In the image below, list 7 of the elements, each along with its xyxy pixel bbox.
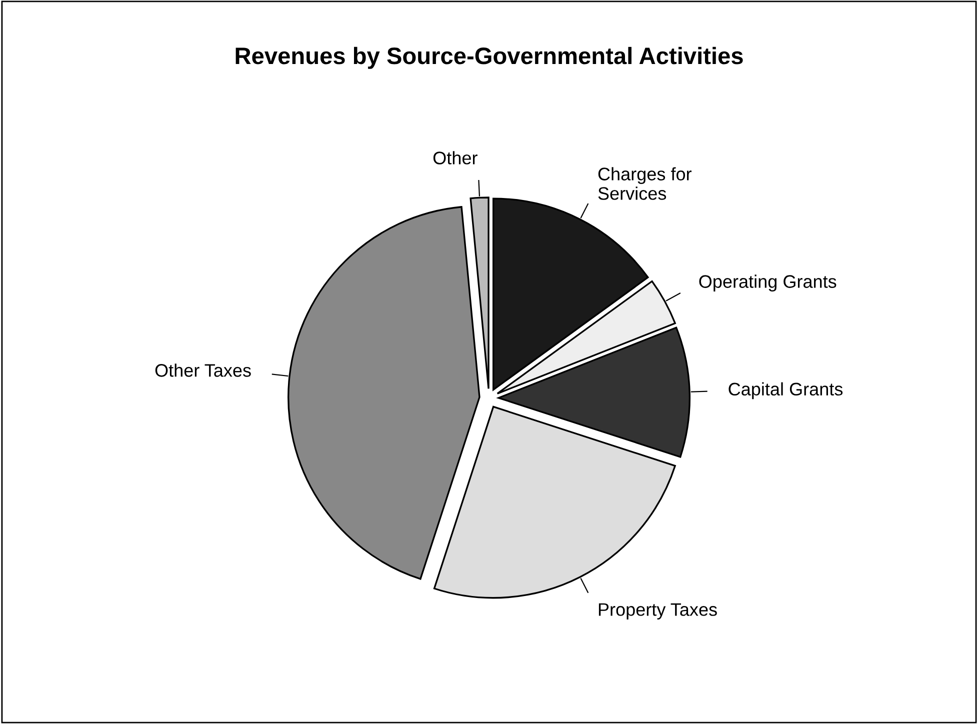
slice-label: Other	[433, 151, 478, 164]
chart-title: Revenues by Source-Governmental Activities	[236, 46, 743, 69]
legend-label: Capital Grants	[728, 382, 843, 400]
slice-label: Property Taxes	[598, 603, 717, 620]
slice-label: Charges for Services	[598, 167, 692, 200]
slice-label: Operating Grants	[699, 274, 836, 292]
slice-label: Other Taxes	[155, 364, 251, 377]
